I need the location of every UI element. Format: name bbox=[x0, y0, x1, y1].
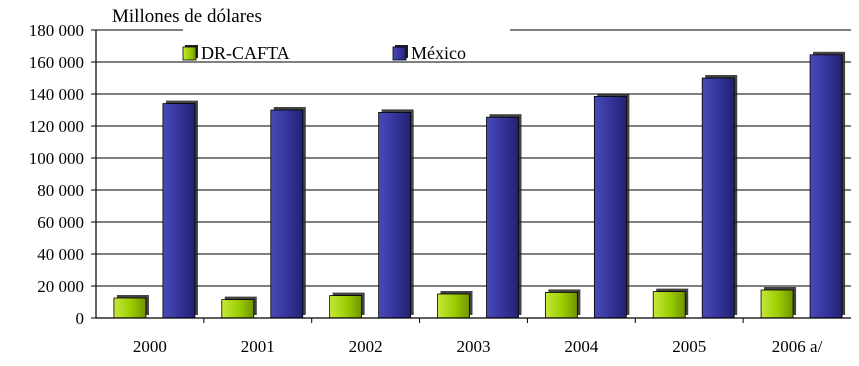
y-tick-label: 80 000 bbox=[37, 181, 84, 200]
bar-dr-cafta bbox=[652, 291, 686, 319]
bar-mexico bbox=[162, 103, 196, 319]
y-tick-label: 160 000 bbox=[29, 53, 84, 72]
legend-swatch bbox=[182, 46, 197, 61]
gridlines bbox=[96, 29, 851, 287]
bar-dr-cafta bbox=[760, 289, 794, 319]
legend: DR-CAFTA México bbox=[182, 43, 466, 63]
x-tick-label: 2006 a/ bbox=[772, 337, 823, 356]
x-tick-label: 2003 bbox=[457, 337, 491, 356]
bar-mexico bbox=[809, 54, 843, 319]
x-tick-label: 2004 bbox=[564, 337, 599, 356]
legend-label: DR-CAFTA bbox=[201, 43, 290, 63]
legend-swatch bbox=[392, 46, 407, 61]
y-tick-label: 60 000 bbox=[37, 213, 84, 232]
bar-dr-cafta bbox=[544, 291, 578, 319]
y-tick-label: 180 000 bbox=[29, 21, 84, 40]
y-tick-label: 0 bbox=[76, 309, 85, 328]
bar-mexico bbox=[378, 112, 412, 319]
legend-item-dr-cafta: DR-CAFTA bbox=[182, 43, 290, 63]
x-tick-label: 2001 bbox=[241, 337, 275, 356]
bar-dr-cafta bbox=[113, 297, 147, 319]
axes: 0 20 000 40 000 60 000 80 000 100 000 120 000 1… bbox=[29, 21, 851, 356]
bars bbox=[113, 51, 846, 319]
unit-label: Millones de dólares bbox=[112, 6, 262, 27]
bar-mexico bbox=[593, 96, 627, 319]
y-tick-label: 20 000 bbox=[37, 277, 84, 296]
y-tick-label: 120 000 bbox=[29, 117, 84, 136]
bar-mexico bbox=[486, 116, 519, 319]
legend-item-mexico: México bbox=[392, 43, 466, 63]
x-tick-label: 2002 bbox=[349, 337, 383, 356]
bar-mexico bbox=[701, 77, 735, 319]
y-tick-label: 140 000 bbox=[29, 85, 84, 104]
bar-mexico bbox=[270, 109, 304, 319]
x-tick-label: 2005 bbox=[672, 337, 706, 356]
y-tick-label: 100 000 bbox=[29, 149, 84, 168]
x-tick-label: 2000 bbox=[133, 337, 167, 356]
y-tick-label: 40 000 bbox=[37, 245, 84, 264]
legend-label: México bbox=[411, 43, 466, 63]
bar-dr-cafta bbox=[329, 295, 363, 319]
bar-dr-cafta bbox=[221, 299, 255, 319]
bar-dr-cafta bbox=[437, 293, 470, 319]
